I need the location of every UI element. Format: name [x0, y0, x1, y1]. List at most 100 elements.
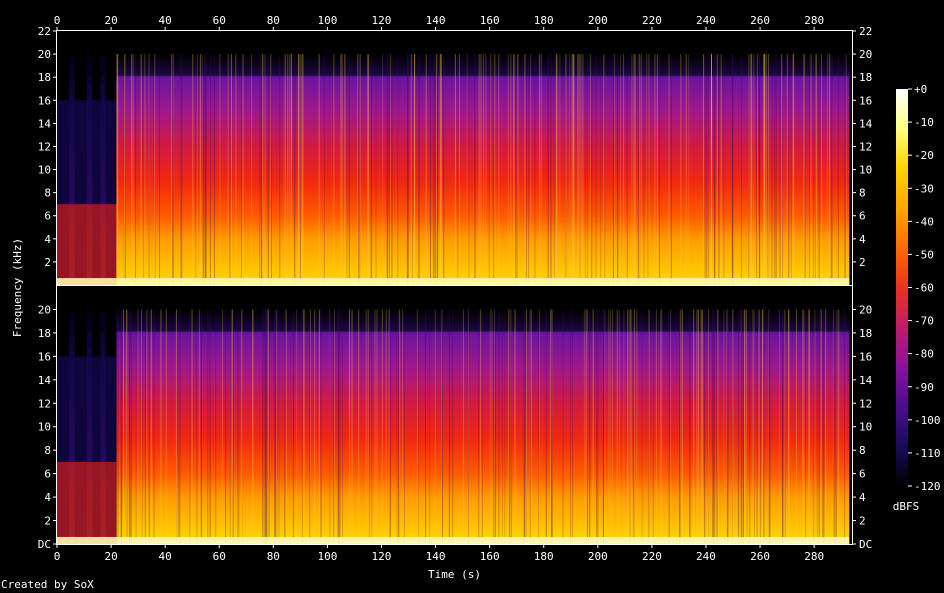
x-axis-title: Time (s): [428, 568, 481, 581]
y-tick-label-right: DC: [859, 538, 872, 551]
x-tick-label-top: 80: [267, 14, 280, 27]
y-tick-label-left: DC: [38, 538, 51, 551]
x-tick-label-top: 160: [480, 14, 500, 27]
y-tick-label-right: 18: [859, 327, 872, 340]
y-tick-label-left: 16: [38, 350, 51, 363]
colorbar-tick-label: -10: [914, 116, 934, 129]
intro-low-band: [57, 461, 117, 544]
colorbar-tick-label: -80: [914, 348, 934, 361]
music-spectrum: [116, 54, 850, 285]
y-tick-label-left: 10: [38, 421, 51, 434]
y-tick-label-right: 12: [859, 397, 872, 410]
y-tick-label-right: 16: [859, 350, 872, 363]
y-tick-label-left: 10: [38, 164, 51, 177]
x-tick-label-bottom: 160: [480, 550, 500, 563]
y-tick-label-left: 12: [38, 397, 51, 410]
y-tick-label-right: 4: [859, 491, 866, 504]
x-tick-label-bottom: 80: [267, 550, 280, 563]
y-tick-label-left: 22: [38, 25, 51, 38]
y-tick-label-right: 20: [859, 303, 872, 316]
y-tick-label-left: 18: [38, 71, 51, 84]
colorbar-tick-label: -30: [914, 182, 934, 195]
colorbar-tick-label: -50: [914, 248, 934, 261]
x-tick-label-top: 20: [104, 14, 117, 27]
channel-1-plot: [57, 31, 852, 285]
x-tick-label-top: 260: [750, 14, 770, 27]
y-tick-label-right: 22: [859, 25, 872, 38]
colorbar: +0 -10 -20 -30 -40 -50 -60 -70 -80 -90 -100 -110 -12…: [893, 83, 941, 513]
x-tick-label-top: 280: [804, 14, 824, 27]
x-tick-label-top: 220: [642, 14, 662, 27]
y-tick-label-right: 2: [859, 515, 866, 528]
y-tick-label-left: 18: [38, 327, 51, 340]
colorbar-tick-label: -100: [914, 414, 941, 427]
x-tick-label-top: 140: [426, 14, 446, 27]
x-tick-label-top: 120: [372, 14, 392, 27]
y-tick-label-right: 16: [859, 94, 872, 107]
y-tick-label-left: 4: [44, 233, 51, 246]
x-tick-label-bottom: 40: [159, 550, 172, 563]
y-tick-label-left: 6: [44, 468, 51, 481]
y-tick-label-left: 2: [44, 515, 51, 528]
y-tick-label-right: 2: [859, 256, 866, 269]
colorbar-tick-label: -60: [914, 282, 934, 295]
x-tick-label-bottom: 280: [804, 550, 824, 563]
colorbar-tick-label: -90: [914, 381, 934, 394]
x-tick-label-bottom: 20: [104, 550, 117, 563]
y-tick-label-right: 12: [859, 140, 872, 153]
x-tick-label-bottom: 0: [54, 550, 61, 563]
x-tick-label-bottom: 140: [426, 550, 446, 563]
x-tick-label-bottom: 100: [317, 550, 337, 563]
y-tick-label-left: 16: [38, 94, 51, 107]
bass-band: [57, 278, 850, 285]
y-tick-label-left: 14: [38, 117, 52, 130]
x-tick-label-bottom: 120: [372, 550, 392, 563]
y-tick-label-right: 18: [859, 71, 872, 84]
intro-low-band: [57, 204, 117, 285]
y-tick-label-right: 6: [859, 210, 866, 223]
y-tick-label-left: 20: [38, 48, 51, 61]
x-tick-label-top: 180: [534, 14, 554, 27]
x-tick-label-top: 60: [213, 14, 226, 27]
y-tick-label-right: 10: [859, 164, 872, 177]
x-tick-label-bottom: 240: [696, 550, 716, 563]
y-tick-label-left: 14: [38, 374, 52, 387]
y-tick-label-left: 2: [44, 256, 51, 269]
y-tick-label-right: 20: [859, 48, 872, 61]
y-tick-label-right: 14: [859, 374, 873, 387]
y-tick-label-right: 6: [859, 468, 866, 481]
colorbar-tick-label: -110: [914, 447, 941, 460]
colorbar-scale: [896, 89, 908, 486]
axes-layer: 0 0 20 20 40 40 60 60 80 80 100 100 120 120 140 140 160 1…: [11, 14, 873, 581]
y-tick-label-left: 20: [38, 303, 51, 316]
y-tick-label-right: 14: [859, 117, 873, 130]
y-tick-label-left: 8: [44, 187, 51, 200]
colorbar-tick-label: -70: [914, 315, 934, 328]
credit-text: Created by SoX: [1, 578, 94, 591]
plot-area: [57, 31, 852, 544]
y-tick-label-right: 8: [859, 187, 866, 200]
y-tick-label-left: 8: [44, 444, 51, 457]
y-tick-label-right: 10: [859, 421, 872, 434]
y-tick-label-left: 12: [38, 140, 51, 153]
music-spectrum: [116, 309, 850, 544]
channel-2-plot: [57, 286, 852, 544]
channel-2-frame: [56, 285, 853, 545]
colorbar-tick-label: -20: [914, 149, 934, 162]
y-tick-label-left: 4: [44, 491, 51, 504]
x-tick-label-top: 100: [317, 14, 337, 27]
x-tick-label-top: 40: [159, 14, 172, 27]
x-tick-label-top: 200: [588, 14, 608, 27]
colorbar-tick-label: -40: [914, 215, 934, 228]
x-tick-label-top: 240: [696, 14, 716, 27]
x-tick-label-bottom: 60: [213, 550, 226, 563]
colorbar-label: dBFS: [893, 500, 920, 513]
colorbar-tick-label: +0: [914, 83, 927, 96]
y-tick-label-left: 6: [44, 210, 51, 223]
x-tick-label-bottom: 260: [750, 550, 770, 563]
x-tick-label-bottom: 180: [534, 550, 554, 563]
x-tick-label-bottom: 200: [588, 550, 608, 563]
x-tick-label-top: 0: [54, 14, 61, 27]
y-tick-label-right: 4: [859, 233, 866, 246]
